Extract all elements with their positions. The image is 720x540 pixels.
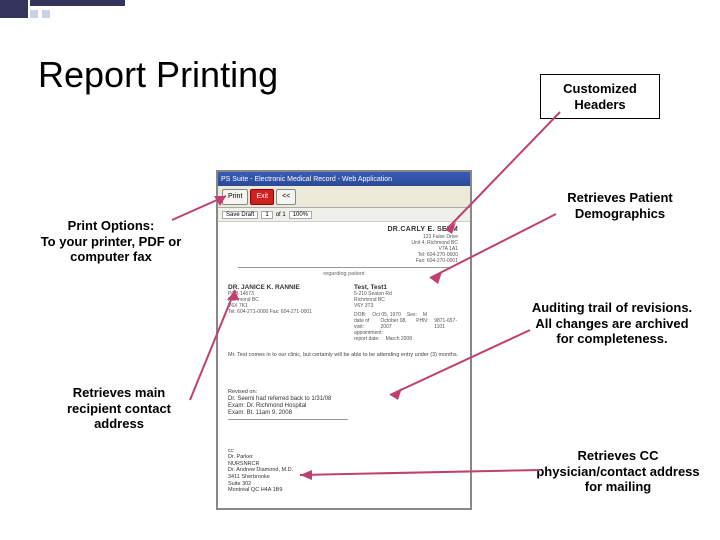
report-value: March 2008 bbox=[386, 336, 412, 342]
save-draft-button[interactable]: Save Draft bbox=[222, 211, 258, 219]
annotation-line: Retrieves CC bbox=[528, 448, 708, 464]
toolbar: Print Exit << bbox=[218, 186, 470, 208]
from-tel: Tel: 604-271-0000 Fax: 604-271-0001 bbox=[228, 309, 334, 315]
document-body: DR.CARLY E. SEEM 123 False Drive Unit 4,… bbox=[218, 222, 470, 500]
window-titlebar: PS Suite - Electronic Medical Record - W… bbox=[218, 172, 470, 186]
window-title: PS Suite - Electronic Medical Record - W… bbox=[221, 176, 392, 183]
annotation-cc: Retrieves CC physician/contact address f… bbox=[528, 448, 708, 495]
annotation-line: Auditing trail of revisions. bbox=[512, 300, 712, 316]
annotation-line: address bbox=[44, 416, 194, 432]
cc-org: NURSNRCR bbox=[228, 461, 460, 468]
page-of: of 1 bbox=[276, 212, 286, 218]
annotation-line: for mailing bbox=[528, 479, 708, 495]
revision-note: Dr. Seemi had referred back to 1/31/08 bbox=[228, 396, 460, 403]
exit-button[interactable]: Exit bbox=[250, 189, 274, 205]
cc-name: Dr. Parker bbox=[228, 454, 460, 461]
annotation-line: Retrieves main bbox=[44, 385, 194, 401]
annotation-line: Retrieves Patient bbox=[540, 190, 700, 206]
zoom-level: 100% bbox=[289, 211, 312, 219]
cc-addr: 3411 Sherbrooke bbox=[228, 474, 460, 481]
cc-addr: Montreal QC H4A 1B9 bbox=[228, 487, 460, 494]
print-button[interactable]: Print bbox=[222, 189, 248, 205]
from-block: DR. JANICE K. RANNIE POB 14573 Richmond … bbox=[228, 284, 334, 343]
slide-title: Report Printing bbox=[38, 54, 278, 96]
annotation-line: physician/contact address bbox=[528, 464, 708, 480]
patient-name: Test, Test1 bbox=[354, 284, 460, 292]
button-label: Exit bbox=[256, 193, 268, 200]
annotation-line: computer fax bbox=[26, 249, 196, 265]
revision-date: Exam: Bt. 11am 9, 2008 bbox=[228, 410, 460, 417]
separator bbox=[238, 267, 450, 268]
regarding-label: regarding patient bbox=[228, 271, 460, 278]
page-number: 1 bbox=[261, 211, 272, 219]
cc-addr: Suite 302 bbox=[228, 481, 460, 488]
patient-block: Test, Test1 5-210 Seaton Rd Richmond BC … bbox=[354, 284, 460, 343]
from-name: DR. JANICE K. RANNIE bbox=[228, 284, 334, 292]
annotation-line: Demographics bbox=[540, 206, 700, 222]
annotation-line: recipient contact bbox=[44, 401, 194, 417]
phn-value: 9871-657-1101 bbox=[434, 318, 460, 330]
button-label: Print bbox=[228, 193, 242, 200]
visit-value: October 08, 2007 bbox=[381, 318, 411, 330]
revision-block: Revised on: Dr. Seemi had referred back … bbox=[228, 389, 460, 420]
revision-rule bbox=[228, 419, 348, 420]
annotation-print-options: Print Options: To your printer, PDF or c… bbox=[26, 218, 196, 265]
annotation-line: for completeness. bbox=[512, 331, 712, 347]
report-window: PS Suite - Electronic Medical Record - W… bbox=[216, 170, 472, 510]
clinic-header: DR.CARLY E. SEEM 123 False Drive Unit 4,… bbox=[387, 226, 458, 264]
button-label: << bbox=[282, 193, 290, 200]
annotation-line: All changes are archived bbox=[512, 316, 712, 332]
clinic-fax: Fax: 604-270-0001 bbox=[387, 258, 458, 264]
report-paragraph: Mr. Test comes in to our clinic, but cer… bbox=[228, 352, 460, 359]
cc-block: cc: Dr. Parker NURSNRCR Dr. Andrew Diamo… bbox=[228, 448, 460, 494]
visit-label: date of visit: bbox=[354, 318, 375, 330]
patient-addr: V6Y 3T3 bbox=[354, 303, 460, 309]
annotation-customized-headers: Customized Headers bbox=[540, 74, 660, 119]
revision-note: Exam: Dr. Richmond Hospital bbox=[228, 403, 460, 410]
clinic-name: DR.CARLY E. SEEM bbox=[387, 226, 458, 234]
annotation-text: Customized Headers bbox=[563, 81, 637, 112]
phn-label: PHN: bbox=[416, 318, 428, 330]
annotation-line: Print Options: bbox=[26, 218, 196, 234]
sub-toolbar: Save Draft 1 of 1 100% bbox=[218, 208, 470, 222]
revision-label: Revised on: bbox=[228, 389, 460, 396]
slide-corner-decoration bbox=[0, 0, 140, 25]
annotation-demographics: Retrieves Patient Demographics bbox=[540, 190, 700, 221]
report-label: report date: bbox=[354, 336, 380, 342]
annotation-audit-trail: Auditing trail of revisions. All changes… bbox=[512, 300, 712, 347]
back-button[interactable]: << bbox=[276, 189, 296, 205]
cc-addr: Dr. Andrew Diamond, M.D. bbox=[228, 467, 460, 474]
annotation-main-recipient: Retrieves main recipient contact address bbox=[44, 385, 194, 432]
annotation-line: To your printer, PDF or bbox=[26, 234, 196, 250]
